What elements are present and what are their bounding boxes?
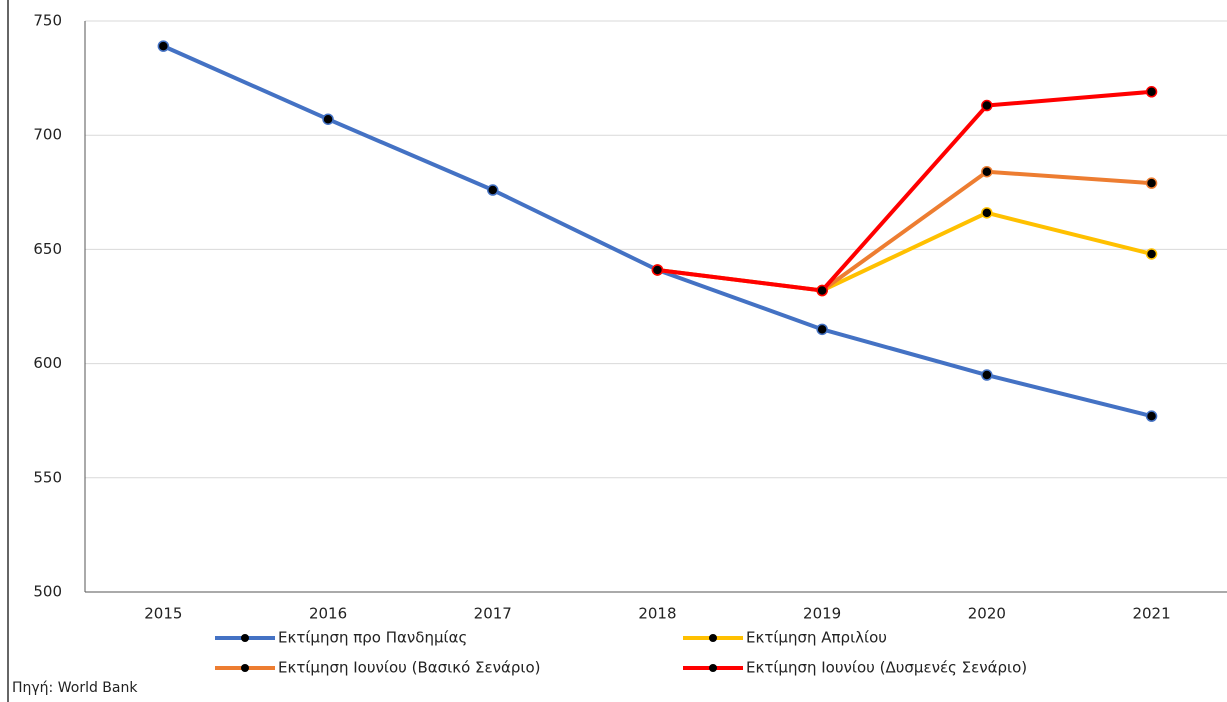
x-tick-label: 2021 <box>1132 605 1170 623</box>
series-line <box>657 169 1152 293</box>
data-point <box>816 323 828 336</box>
y-tick-label: 550 <box>33 468 62 486</box>
y-tick-label: 700 <box>33 126 62 144</box>
data-point <box>1145 248 1158 260</box>
x-tick-label: 2015 <box>144 605 182 623</box>
legend-label: Εκτίμηση Ιουνίου (Δυσμενές Σενάριο) <box>746 659 1027 677</box>
data-point <box>981 165 993 178</box>
legend-label: Εκτίμηση Απριλίου <box>746 629 887 647</box>
y-tick-label: 600 <box>33 354 62 372</box>
data-point <box>322 113 334 125</box>
y-tick-label: 750 <box>33 12 62 30</box>
data-point <box>1145 177 1158 189</box>
legend-marker <box>709 664 717 672</box>
source-note: Πηγή: World Bank <box>12 680 138 696</box>
legend-label: Εκτίμηση Ιουνίου (Βασικό Σενάριο) <box>278 659 541 677</box>
data-point <box>1145 410 1158 422</box>
data-point <box>981 99 993 112</box>
y-tick-label: 500 <box>33 583 62 601</box>
x-tick-label: 2018 <box>638 605 676 623</box>
series-line <box>657 89 1152 293</box>
y-tick-label: 650 <box>33 240 62 258</box>
data-point <box>157 40 170 52</box>
data-point <box>816 284 828 297</box>
x-tick-label: 2017 <box>474 605 512 623</box>
data-point <box>487 184 499 196</box>
legend-marker <box>709 634 717 642</box>
legend-marker <box>241 664 249 672</box>
x-tick-label: 2019 <box>803 605 841 623</box>
series-line <box>162 44 1153 419</box>
data-point <box>981 369 993 381</box>
data-point <box>981 207 993 219</box>
data-point <box>1145 86 1158 98</box>
legend-label: Εκτίμηση προ Πανδημίας <box>278 629 467 647</box>
x-tick-label: 2020 <box>968 605 1006 623</box>
x-tick-label: 2016 <box>309 605 347 623</box>
data-point <box>651 264 664 276</box>
legend-marker <box>241 634 249 642</box>
